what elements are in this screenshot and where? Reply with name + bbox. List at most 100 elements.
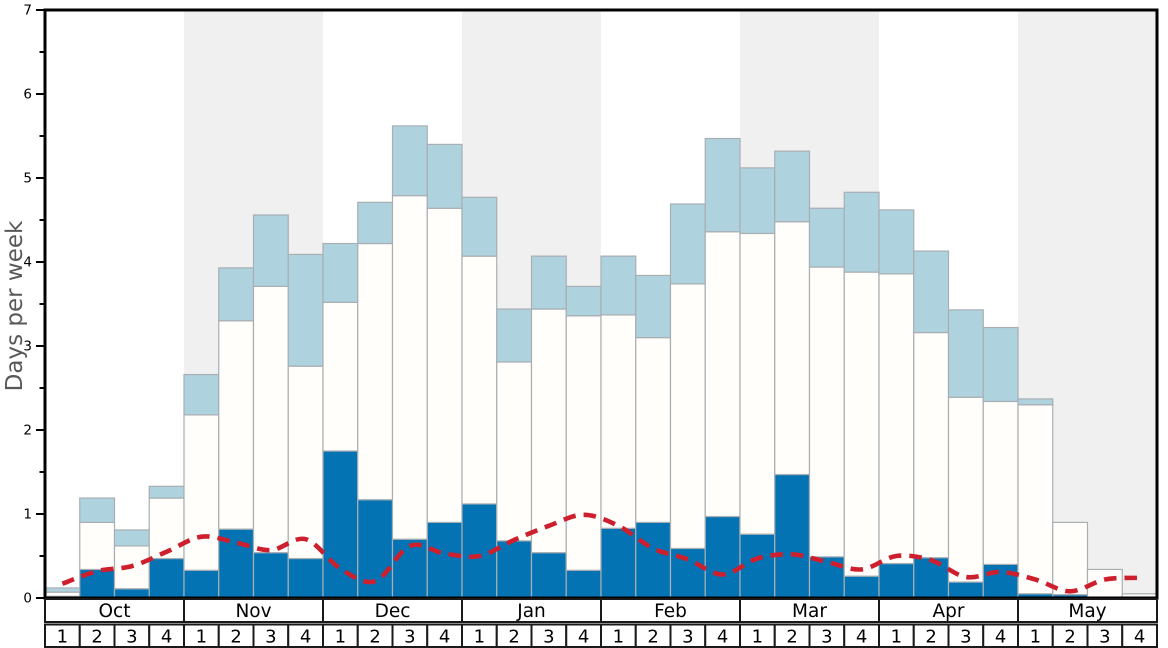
week-label-feb-4: 4 bbox=[717, 627, 728, 648]
bar-segment-Mar-3-light_blue_top_segment bbox=[808, 207, 845, 268]
bar-segment-Apr-1-white_middle_segment bbox=[878, 273, 915, 565]
bar-segment-Oct-4-light_blue_top_segment bbox=[148, 485, 185, 499]
bar-segment-Feb-3-dark_blue_bottom_segment bbox=[669, 547, 706, 599]
week-label-apr-4: 4 bbox=[995, 627, 1006, 648]
trend-line-layer bbox=[61, 512, 1140, 594]
bar-segment-Jan-2-light_blue_top_segment bbox=[496, 308, 533, 363]
week-label-nov-4: 4 bbox=[300, 627, 311, 648]
bar-segment-Mar-1-light_blue_top_segment bbox=[739, 167, 776, 235]
bar-segment-Feb-3-light_blue_top_segment bbox=[669, 203, 706, 285]
week-label-may-1: 1 bbox=[1030, 627, 1041, 648]
week-label-nov-1: 1 bbox=[196, 627, 207, 648]
bar-segment-Dec-1-white_middle_segment bbox=[322, 301, 359, 452]
week-label-dec-2: 2 bbox=[369, 627, 380, 648]
week-label-may-2: 2 bbox=[1064, 627, 1075, 648]
bar-segment-Mar-2-dark_blue_bottom_segment bbox=[774, 473, 811, 599]
week-label-apr-2: 2 bbox=[925, 627, 936, 648]
y-tick-label-2: 2 bbox=[23, 423, 32, 439]
bar-segment-Feb-4-dark_blue_bottom_segment bbox=[704, 515, 741, 599]
week-label-jan-3: 3 bbox=[543, 627, 554, 648]
bar-segment-Oct-2-light_blue_top_segment bbox=[79, 497, 116, 524]
week-label-may-3: 3 bbox=[1099, 627, 1110, 648]
bar-segment-Jan-3-white_middle_segment bbox=[530, 308, 567, 554]
bar-segment-Apr-3-light_blue_top_segment bbox=[947, 309, 984, 398]
week-label-mar-3: 3 bbox=[821, 627, 832, 648]
bar-segment-Apr-3-dark_blue_bottom_segment bbox=[947, 581, 984, 599]
week-label-nov-2: 2 bbox=[230, 627, 241, 648]
bar-segment-May-2-white_middle_segment bbox=[1052, 521, 1089, 596]
bar-segment-Mar-2-white_middle_segment bbox=[774, 221, 811, 476]
bar-segment-Dec-3-white_middle_segment bbox=[391, 195, 428, 540]
bar-segment-Nov-4-dark_blue_bottom_segment bbox=[287, 557, 324, 599]
bar-segment-Nov-2-light_blue_top_segment bbox=[218, 267, 255, 322]
bar-segment-Dec-4-light_blue_top_segment bbox=[426, 143, 463, 209]
month-label-jan: Jan bbox=[516, 601, 546, 622]
bar-segment-Apr-4-white_middle_segment bbox=[982, 400, 1019, 566]
bar-segment-Dec-3-dark_blue_bottom_segment bbox=[391, 538, 428, 599]
week-label-feb-3: 3 bbox=[682, 627, 693, 648]
week-label-mar-4: 4 bbox=[856, 627, 867, 648]
bar-segment-Dec-3-light_blue_top_segment bbox=[391, 125, 428, 197]
bar-segment-Nov-4-light_blue_top_segment bbox=[287, 253, 324, 367]
week-label-oct-1: 1 bbox=[57, 627, 68, 648]
bar-segment-Feb-2-white_middle_segment bbox=[635, 337, 672, 524]
y-tick-label-4: 4 bbox=[23, 255, 32, 271]
bar-segment-Mar-2-light_blue_top_segment bbox=[774, 150, 811, 223]
bar-segment-Nov-3-light_blue_top_segment bbox=[252, 214, 289, 287]
y-axis-title: Days per week bbox=[2, 220, 28, 391]
bar-segment-Apr-2-dark_blue_bottom_segment bbox=[913, 557, 950, 599]
week-cell-may-4 bbox=[1121, 623, 1158, 648]
bar-segment-Oct-4-dark_blue_bottom_segment bbox=[148, 557, 185, 599]
bar-segment-Jan-2-white_middle_segment bbox=[496, 361, 533, 542]
bar-segment-Jan-1-light_blue_top_segment bbox=[461, 196, 498, 257]
bar-segment-Jan-4-light_blue_top_segment bbox=[565, 285, 602, 317]
bar-segment-Feb-1-light_blue_top_segment bbox=[600, 255, 637, 316]
week-label-jan-2: 2 bbox=[508, 627, 519, 648]
week-label-oct-4: 4 bbox=[161, 627, 172, 648]
bar-segment-Apr-1-dark_blue_bottom_segment bbox=[878, 562, 915, 599]
bar-segment-Apr-2-light_blue_top_segment bbox=[913, 250, 950, 334]
red-dashed-trend-line bbox=[61, 512, 1140, 594]
month-label-feb: Feb bbox=[654, 601, 687, 622]
bar-segment-Feb-2-light_blue_top_segment bbox=[635, 274, 672, 339]
bar-segment-Feb-1-dark_blue_bottom_segment bbox=[600, 527, 637, 599]
bar-segment-Nov-4-white_middle_segment bbox=[287, 365, 324, 560]
bar-segment-Nov-1-white_middle_segment bbox=[183, 414, 220, 571]
week-label-oct-3: 3 bbox=[126, 627, 137, 648]
bar-segment-Feb-4-white_middle_segment bbox=[704, 231, 741, 518]
week-label-mar-1: 1 bbox=[752, 627, 763, 648]
bar-segment-Jan-2-dark_blue_bottom_segment bbox=[496, 540, 533, 599]
week-label-jan-1: 1 bbox=[474, 627, 485, 648]
month-label-nov: Nov bbox=[235, 601, 271, 622]
bar-segment-Nov-1-dark_blue_bottom_segment bbox=[183, 569, 220, 599]
bar-segment-Feb-1-white_middle_segment bbox=[600, 314, 637, 529]
bar-segment-Mar-4-white_middle_segment bbox=[843, 271, 880, 577]
bar-segment-Feb-3-white_middle_segment bbox=[669, 283, 706, 550]
y-tick-label-0: 0 bbox=[23, 591, 32, 607]
bar-segment-Nov-2-white_middle_segment bbox=[218, 320, 255, 530]
y-tick-label-6: 6 bbox=[23, 87, 32, 103]
month-week-table: Oct 1 2 3 4 Nov 1 2 3 4 Dec 1 2 3 4 Jan 1 2 3 4 Feb 1 2 3 4 Mar 1 2… bbox=[44, 598, 1158, 648]
bar-segment-May-1-light_blue_top_segment bbox=[1017, 398, 1054, 406]
week-label-dec-3: 3 bbox=[404, 627, 415, 648]
bar-segment-Mar-1-white_middle_segment bbox=[739, 232, 776, 535]
bar-segment-Dec-1-light_blue_top_segment bbox=[322, 242, 359, 303]
y-tick-label-3: 3 bbox=[23, 339, 32, 355]
bar-segment-Nov-3-dark_blue_bottom_segment bbox=[252, 552, 289, 599]
bar-segment-Oct-1-light_blue_top_segment bbox=[44, 587, 81, 593]
bar-segment-Oct-4-white_middle_segment bbox=[148, 497, 185, 560]
bar-segment-Apr-2-white_middle_segment bbox=[913, 331, 950, 559]
week-label-oct-2: 2 bbox=[91, 627, 102, 648]
bar-segment-Nov-3-white_middle_segment bbox=[252, 285, 289, 554]
bar-segment-Dec-4-white_middle_segment bbox=[426, 207, 463, 524]
bar-segment-Mar-3-white_middle_segment bbox=[808, 266, 845, 558]
month-label-oct: Oct bbox=[99, 601, 131, 622]
bar-segment-Apr-1-light_blue_top_segment bbox=[878, 209, 915, 275]
bar-segment-Mar-4-dark_blue_bottom_segment bbox=[843, 575, 880, 599]
bar-segment-Nov-1-light_blue_top_segment bbox=[183, 373, 220, 416]
month-label-dec: Dec bbox=[375, 601, 411, 622]
week-label-apr-3: 3 bbox=[960, 627, 971, 648]
week-label-jan-4: 4 bbox=[578, 627, 589, 648]
